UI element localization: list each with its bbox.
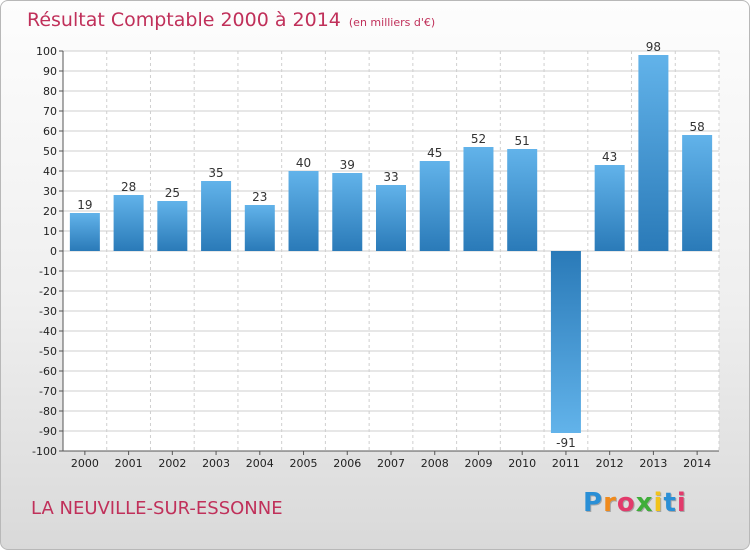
logo-letter: t [663, 488, 677, 518]
y-tick-label: 10 [43, 225, 57, 238]
logo-letter: i [653, 488, 664, 518]
bar [463, 147, 494, 251]
y-tick-label: 60 [43, 125, 57, 138]
logo-letter: x [635, 488, 654, 518]
data-label: 25 [165, 186, 180, 200]
data-label: 98 [646, 40, 661, 54]
y-tick-label: 80 [43, 85, 57, 98]
logo-letter: r [603, 488, 617, 518]
x-tick-label: 2010 [508, 457, 536, 470]
x-tick-label: 2001 [115, 457, 143, 470]
x-tick-label: 2014 [683, 457, 711, 470]
y-tick-label: -20 [39, 285, 57, 298]
bar [244, 205, 275, 251]
data-label: 23 [252, 190, 267, 204]
x-tick-label: 2013 [639, 457, 667, 470]
data-label: 51 [515, 134, 530, 148]
y-tick-label: 100 [36, 45, 57, 58]
x-tick-label: 2011 [552, 457, 580, 470]
y-tick-label: -70 [39, 385, 57, 398]
data-label: 19 [77, 198, 92, 212]
y-tick-label: 0 [50, 245, 57, 258]
data-label: 58 [689, 120, 704, 134]
bar [594, 165, 625, 251]
x-tick-label: 2005 [290, 457, 318, 470]
bar [376, 185, 406, 251]
data-label: 52 [471, 132, 486, 146]
y-tick-label: 70 [43, 105, 57, 118]
y-tick-label: -40 [39, 325, 57, 338]
title-text: Résultat Comptable 2000 à 2014 [27, 9, 341, 31]
bar [69, 213, 100, 251]
x-tick-label: 2009 [464, 457, 492, 470]
y-tick-label: -90 [39, 425, 57, 438]
bar [332, 173, 363, 251]
y-tick-label: -30 [39, 305, 57, 318]
chart-title: Résultat Comptable 2000 à 2014 (en millie… [27, 9, 435, 31]
bar [638, 55, 669, 251]
y-tick-label: 90 [43, 65, 57, 78]
x-tick-label: 2007 [377, 457, 405, 470]
x-tick-label: 2004 [246, 457, 274, 470]
y-tick-label: -10 [39, 265, 57, 278]
chart-subtitle: (en milliers d'€) [348, 16, 436, 29]
data-label: -91 [556, 436, 576, 450]
data-label: 43 [602, 150, 617, 164]
bar [288, 171, 319, 251]
data-label: 28 [121, 180, 136, 194]
bar [157, 201, 188, 251]
data-label: 40 [296, 156, 311, 170]
data-label: 33 [383, 170, 398, 184]
commune-name: LA NEUVILLE-SUR-ESSONNE [31, 498, 283, 519]
bar [507, 149, 538, 251]
proxiti-logo: Proxiti [583, 488, 687, 518]
x-tick-label: 2000 [71, 457, 99, 470]
bar [682, 135, 713, 251]
bar [113, 195, 144, 251]
y-tick-label: -80 [39, 405, 57, 418]
data-label: 35 [208, 166, 223, 180]
data-label: 39 [340, 158, 355, 172]
y-tick-label: 50 [43, 145, 57, 158]
x-tick-label: 2012 [596, 457, 624, 470]
data-label: 45 [427, 146, 442, 160]
y-tick-label: 30 [43, 185, 57, 198]
logo-letter: P [583, 488, 604, 518]
x-tick-label: 2003 [202, 457, 230, 470]
x-tick-label: 2008 [421, 457, 449, 470]
y-tick-label: -100 [32, 445, 57, 458]
logo-letter: i [676, 488, 687, 518]
y-tick-label: -50 [39, 345, 57, 358]
x-tick-label: 2006 [333, 457, 361, 470]
bar [419, 161, 450, 251]
bar [550, 251, 581, 433]
y-tick-label: -60 [39, 365, 57, 378]
x-tick-label: 2002 [158, 457, 186, 470]
logo-letter: o [616, 488, 636, 518]
y-tick-label: 20 [43, 205, 57, 218]
y-tick-label: 40 [43, 165, 57, 178]
bar [201, 181, 232, 251]
